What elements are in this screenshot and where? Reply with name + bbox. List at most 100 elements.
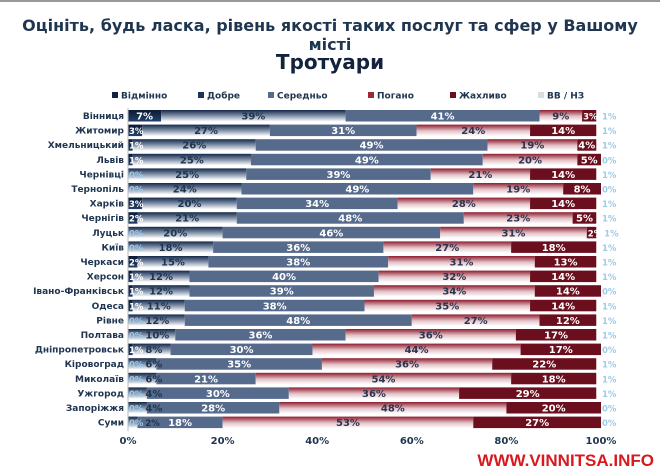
- legend-label: Добре: [207, 91, 240, 102]
- data-label: 25%: [175, 170, 199, 181]
- data-label: 14%: [556, 287, 580, 298]
- bar-segment: [137, 416, 223, 429]
- bar-segment: [236, 212, 464, 224]
- data-label: 28%: [201, 404, 225, 415]
- data-label: 40%: [272, 272, 296, 283]
- bar-segment: [128, 343, 133, 356]
- data-label: 15%: [161, 258, 185, 269]
- legend-swatch: [112, 92, 118, 98]
- bar-segment: [312, 343, 521, 356]
- bar-segment: [473, 416, 601, 429]
- bar-segment: [534, 256, 597, 268]
- bar-segment: [132, 139, 256, 151]
- data-label: 1%: [602, 361, 617, 371]
- bar-segment: [383, 241, 512, 253]
- data-label: 2%: [588, 229, 603, 239]
- data-label: 36%: [249, 331, 273, 342]
- data-label: 34%: [442, 287, 466, 298]
- data-label: 1%: [604, 229, 619, 239]
- bar-segment: [520, 343, 601, 356]
- bar-segment: [132, 285, 190, 297]
- data-label: 0%: [602, 346, 617, 356]
- category-label: Миколаїв: [75, 375, 124, 385]
- bar-segment: [539, 314, 597, 326]
- data-label: 32%: [442, 272, 466, 283]
- bar-segment: [255, 139, 488, 151]
- bar-segment: [128, 197, 143, 210]
- bar-segment: [530, 197, 597, 210]
- data-label: 0%: [129, 405, 144, 415]
- data-label: 19%: [520, 141, 544, 152]
- data-label: 17%: [544, 331, 568, 342]
- bar-segment: [288, 387, 460, 399]
- data-label: 1%: [129, 273, 144, 283]
- data-label: 0%: [602, 405, 617, 415]
- data-label: 27%: [435, 243, 459, 254]
- bar-segment: [411, 314, 540, 326]
- legend-label: Погано: [377, 92, 414, 102]
- data-label: 36%: [419, 331, 443, 342]
- legend-label: Відмінно: [121, 91, 167, 102]
- data-label: 20%: [518, 155, 542, 166]
- bar-segment: [142, 197, 237, 210]
- data-label: 13%: [554, 258, 578, 269]
- data-label: 7%: [136, 112, 153, 123]
- bar-segment: [530, 299, 597, 312]
- data-label: 12%: [145, 316, 169, 327]
- data-label: 48%: [381, 404, 405, 415]
- bar-segment: [184, 299, 365, 312]
- bar-segment: [128, 241, 214, 253]
- bar-segment: [487, 139, 578, 151]
- data-label: 8%: [145, 345, 162, 356]
- x-tick-label: 0%: [120, 436, 137, 447]
- data-label: 41%: [431, 112, 455, 123]
- bar-segment: [539, 110, 583, 122]
- data-label: 2%: [129, 259, 144, 269]
- data-label: 21%: [468, 170, 492, 181]
- data-label: 18%: [542, 374, 566, 385]
- bar-segment: [530, 168, 597, 180]
- data-label: 1%: [602, 244, 617, 254]
- data-label: 14%: [551, 170, 575, 181]
- data-label: 0%: [602, 186, 617, 196]
- bar-segment: [577, 139, 597, 151]
- category-label: Луцьк: [92, 229, 124, 239]
- bar-segment: [128, 168, 247, 180]
- bar-segment: [279, 402, 507, 414]
- legend-swatch: [268, 92, 274, 98]
- bar-segment: [364, 299, 531, 312]
- data-label: 0%: [129, 229, 144, 239]
- data-label: 1%: [602, 332, 617, 342]
- data-label: 49%: [355, 155, 379, 166]
- data-label: 1%: [129, 288, 144, 298]
- data-label: 4%: [578, 141, 595, 152]
- category-label: Дніпропетровськ: [35, 345, 124, 356]
- bar-segment: [572, 212, 597, 224]
- data-label: 4%: [145, 389, 162, 400]
- data-label: 9%: [552, 112, 569, 123]
- bar-segment: [373, 285, 535, 297]
- bar-segment: [156, 372, 256, 385]
- data-label: 1%: [129, 142, 144, 152]
- category-label: Вінниця: [83, 111, 124, 122]
- data-label: 0%: [129, 317, 144, 327]
- data-label: 27%: [194, 126, 218, 137]
- x-tick-label: 20%: [211, 436, 235, 447]
- bar-segment: [250, 153, 483, 166]
- data-label: 36%: [286, 243, 310, 254]
- data-label: 2%: [129, 215, 144, 225]
- data-label: 1%: [602, 200, 617, 210]
- bar-segment: [511, 372, 597, 385]
- data-label: 0%: [129, 390, 144, 400]
- bar-segment: [416, 124, 531, 137]
- data-label: 20%: [163, 228, 187, 239]
- legend-swatch: [538, 92, 544, 98]
- data-label: 24%: [173, 185, 197, 196]
- data-label: 4%: [145, 404, 162, 415]
- data-label: 18%: [168, 418, 192, 429]
- bar-segment: [534, 285, 601, 297]
- bar-segment: [128, 183, 242, 195]
- data-label: 31%: [331, 126, 355, 137]
- data-label: 35%: [227, 360, 251, 371]
